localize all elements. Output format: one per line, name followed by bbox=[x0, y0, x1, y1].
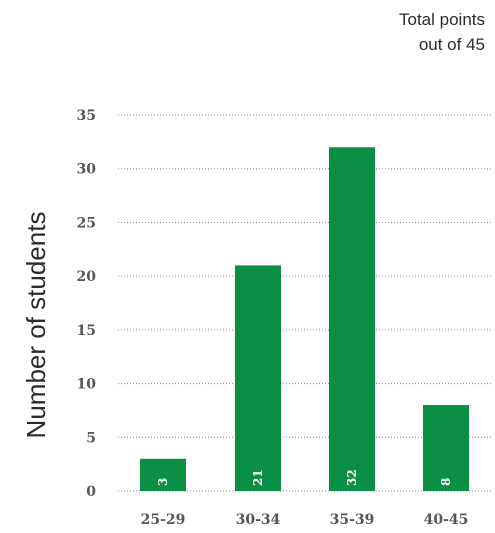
data-label: 8 bbox=[439, 478, 453, 486]
data-label: 3 bbox=[156, 478, 170, 486]
annotation: Total points out of 45 bbox=[399, 10, 485, 54]
y-tick-label: 10 bbox=[77, 377, 97, 393]
x-tick-labels: 25-29 30-34 35-39 40-45 bbox=[141, 512, 469, 528]
y-tick-label: 5 bbox=[86, 430, 96, 446]
annotation-line-2: out of 45 bbox=[419, 35, 485, 54]
y-tick-label: 15 bbox=[77, 323, 96, 339]
bar bbox=[235, 265, 281, 491]
data-labels: 3 21 32 8 bbox=[156, 469, 453, 486]
grid bbox=[118, 114, 492, 492]
bar bbox=[329, 147, 375, 491]
data-label: 21 bbox=[251, 469, 265, 486]
x-tick-label: 40-45 bbox=[424, 512, 469, 528]
bar bbox=[140, 458, 186, 491]
y-axis-label: Number of students bbox=[21, 212, 51, 439]
annotation-line-1: Total points bbox=[399, 10, 485, 29]
bars bbox=[140, 147, 469, 491]
data-label: 32 bbox=[345, 469, 359, 486]
x-tick-label: 30-34 bbox=[236, 512, 281, 528]
y-tick-label: 25 bbox=[77, 215, 96, 231]
y-tick-labels: 0 5 10 15 20 25 30 35 bbox=[77, 108, 97, 500]
x-tick-label: 25-29 bbox=[141, 512, 186, 528]
bar bbox=[423, 405, 469, 491]
y-tick-label: 20 bbox=[77, 269, 97, 285]
y-tick-label: 30 bbox=[77, 162, 97, 178]
y-tick-label: 0 bbox=[86, 484, 96, 500]
y-tick-label: 35 bbox=[77, 108, 96, 124]
x-tick-label: 35-39 bbox=[330, 512, 375, 528]
